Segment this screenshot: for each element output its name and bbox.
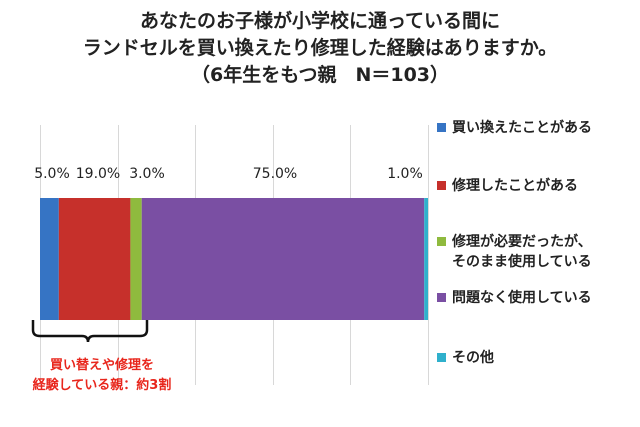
legend-label: 問題なく使用している bbox=[452, 290, 592, 306]
chart-title: あなたのお子様が小学校に通っている間に ランドセルを買い換えたり修理した経験はあ… bbox=[0, 8, 640, 89]
legend-item-3: 修理が必要だったが、 そのまま使用している bbox=[437, 232, 592, 272]
data-label-2: 19.0% bbox=[76, 166, 120, 182]
bar-segment-3 bbox=[130, 198, 142, 320]
annotation-bracket bbox=[31, 320, 149, 343]
title-line-2: ランドセルを買い換えたり修理した経験はありますか。 bbox=[82, 37, 558, 59]
legend-label: 買い換えたことがある bbox=[452, 120, 592, 136]
title-line-1: あなたのお子様が小学校に通っている間に bbox=[139, 10, 501, 32]
data-labels: 5.0% 19.0% 3.0% 75.0% 1.0% bbox=[34, 166, 423, 182]
legend-label: 修理が必要だったが、 そのまま使用している bbox=[452, 234, 592, 270]
legend-swatch bbox=[437, 123, 446, 132]
data-label-3: 3.0% bbox=[129, 166, 165, 182]
legend-swatch bbox=[437, 293, 446, 302]
legend-label: 修理したことがある bbox=[452, 178, 578, 194]
legend-swatch bbox=[437, 353, 446, 362]
legend-item-5: その他 bbox=[437, 348, 494, 368]
legend-label: その他 bbox=[452, 350, 494, 366]
bar-segment-1 bbox=[40, 198, 59, 320]
bar-segment-4 bbox=[141, 198, 425, 320]
title-line-3: （6年生をもつ親 N＝103） bbox=[190, 64, 450, 86]
bar-segment-5 bbox=[424, 198, 428, 320]
legend-item-1: 買い換えたことがある bbox=[437, 118, 592, 138]
data-label-5: 1.0% bbox=[387, 166, 423, 182]
bar-segment-2 bbox=[58, 198, 131, 320]
legend-swatch bbox=[437, 237, 446, 246]
legend-item-2: 修理したことがある bbox=[437, 176, 578, 196]
bar-segments bbox=[40, 198, 428, 320]
annotation-text: 買い替えや修理を 経験している親：約3割 bbox=[32, 358, 172, 393]
data-label-1: 5.0% bbox=[34, 166, 70, 182]
legend-swatch bbox=[437, 181, 446, 190]
legend-item-4: 問題なく使用している bbox=[437, 288, 592, 308]
data-label-4: 75.0% bbox=[253, 166, 297, 182]
